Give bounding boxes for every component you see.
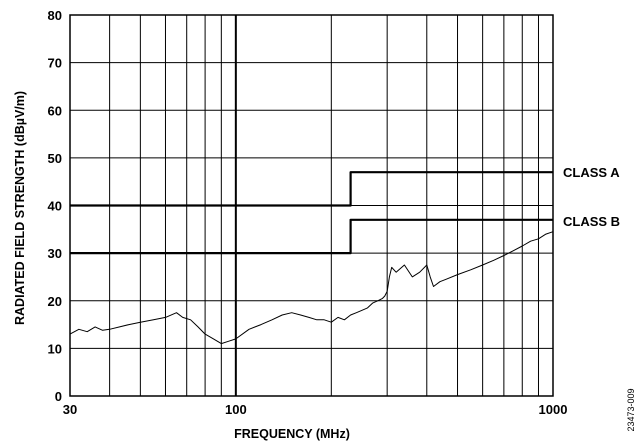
plot-frame (69, 14, 554, 397)
class-a-label: CLASS A (563, 165, 620, 180)
y-tick-label: 40 (48, 199, 62, 214)
class-b-label: CLASS B (563, 214, 620, 229)
x-tick-labels: 30 100 1000 (63, 402, 568, 417)
figure-id: 23473-009 (626, 388, 636, 431)
measured-emission-line (69, 231, 554, 345)
series-layer (69, 171, 554, 345)
y-tick-label: 20 (48, 294, 62, 309)
y-tick-label: 70 (48, 56, 62, 71)
y-tick-label: 60 (48, 103, 62, 118)
class-b-limit-line (70, 218, 553, 255)
y-axis-title: RADIATED FIELD STRENGTH (dBµV/m) (13, 91, 27, 325)
x-axis-title: FREQUENCY (MHz) (234, 427, 350, 441)
class-a-limit-line (70, 171, 553, 207)
y-tick-labels: 0 10 20 30 40 50 60 70 80 (48, 8, 62, 404)
x-tick-label: 1000 (539, 402, 568, 417)
y-tick-label: 80 (48, 8, 62, 23)
y-tick-label: 50 (48, 151, 62, 166)
y-tick-label: 10 (48, 341, 62, 356)
x-tick-label: 100 (225, 402, 247, 417)
y-tick-label: 0 (55, 389, 62, 404)
y-tick-label: 30 (48, 246, 62, 261)
x-tick-label: 30 (63, 402, 77, 417)
